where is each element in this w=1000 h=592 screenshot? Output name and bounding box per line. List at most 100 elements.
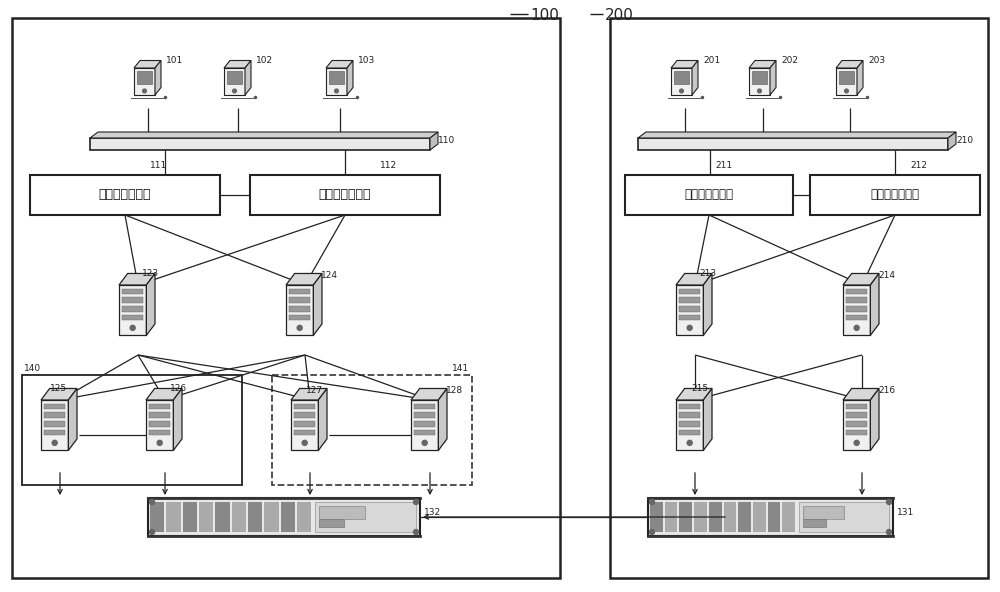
- Polygon shape: [692, 60, 698, 95]
- Circle shape: [650, 529, 654, 535]
- Polygon shape: [846, 297, 867, 303]
- Polygon shape: [146, 400, 173, 451]
- Polygon shape: [294, 430, 315, 435]
- Polygon shape: [679, 314, 700, 320]
- Text: 备用负载均衡器: 备用负载均衡器: [319, 188, 371, 201]
- Circle shape: [150, 529, 154, 535]
- Text: 131: 131: [897, 508, 914, 517]
- Polygon shape: [414, 404, 435, 409]
- Text: 111: 111: [150, 161, 167, 170]
- Polygon shape: [870, 388, 879, 451]
- Circle shape: [422, 440, 427, 445]
- Polygon shape: [846, 421, 867, 427]
- FancyBboxPatch shape: [30, 175, 220, 215]
- Polygon shape: [694, 502, 707, 532]
- FancyBboxPatch shape: [638, 138, 948, 150]
- Polygon shape: [232, 502, 246, 532]
- Circle shape: [687, 326, 692, 330]
- Polygon shape: [671, 68, 692, 95]
- Polygon shape: [703, 274, 712, 336]
- Polygon shape: [44, 430, 65, 435]
- Circle shape: [687, 440, 692, 445]
- Polygon shape: [326, 60, 353, 68]
- Polygon shape: [753, 502, 766, 532]
- FancyBboxPatch shape: [803, 519, 826, 526]
- Polygon shape: [846, 306, 867, 311]
- Text: 备用负载均衡器: 备用负载均衡器: [870, 188, 920, 201]
- Polygon shape: [948, 132, 956, 150]
- Polygon shape: [676, 400, 703, 451]
- Polygon shape: [227, 70, 242, 84]
- FancyBboxPatch shape: [625, 175, 793, 215]
- Polygon shape: [294, 421, 315, 427]
- FancyBboxPatch shape: [648, 498, 893, 536]
- FancyBboxPatch shape: [810, 175, 980, 215]
- Polygon shape: [318, 388, 327, 451]
- Text: 127: 127: [306, 386, 323, 395]
- Polygon shape: [68, 388, 77, 451]
- Circle shape: [680, 89, 683, 93]
- FancyBboxPatch shape: [610, 18, 988, 578]
- Polygon shape: [679, 289, 700, 294]
- Text: 112: 112: [380, 161, 397, 170]
- Polygon shape: [329, 70, 344, 84]
- Text: 212: 212: [910, 161, 927, 170]
- Polygon shape: [839, 70, 854, 84]
- Circle shape: [854, 326, 859, 330]
- FancyBboxPatch shape: [148, 498, 420, 536]
- Circle shape: [130, 326, 135, 330]
- Polygon shape: [289, 314, 310, 320]
- Polygon shape: [703, 388, 712, 451]
- Polygon shape: [41, 400, 68, 451]
- Text: 141: 141: [452, 364, 469, 373]
- Polygon shape: [846, 430, 867, 435]
- Text: 214: 214: [878, 271, 895, 280]
- FancyBboxPatch shape: [319, 506, 365, 519]
- Polygon shape: [326, 68, 347, 95]
- Polygon shape: [411, 388, 447, 400]
- Polygon shape: [857, 60, 863, 95]
- Text: 主用负载均衡器: 主用负载均衡器: [684, 188, 734, 201]
- Text: 101: 101: [166, 56, 183, 65]
- Polygon shape: [782, 502, 795, 532]
- Polygon shape: [215, 502, 230, 532]
- FancyBboxPatch shape: [315, 502, 416, 532]
- Polygon shape: [843, 274, 879, 285]
- Polygon shape: [679, 404, 700, 409]
- Polygon shape: [679, 421, 700, 427]
- Text: 202: 202: [781, 56, 798, 65]
- Polygon shape: [846, 404, 867, 409]
- Polygon shape: [846, 314, 867, 320]
- Text: 103: 103: [358, 56, 375, 65]
- Polygon shape: [665, 502, 677, 532]
- Circle shape: [887, 529, 892, 535]
- Polygon shape: [122, 314, 143, 320]
- Polygon shape: [671, 60, 698, 68]
- Text: 主用负载均衡器: 主用负载均衡器: [99, 188, 151, 201]
- Circle shape: [758, 89, 761, 93]
- Polygon shape: [224, 60, 251, 68]
- Polygon shape: [134, 60, 161, 68]
- Text: 125: 125: [50, 384, 67, 393]
- Polygon shape: [137, 70, 152, 84]
- FancyBboxPatch shape: [90, 138, 430, 150]
- FancyBboxPatch shape: [12, 18, 560, 578]
- Polygon shape: [173, 388, 182, 451]
- Polygon shape: [679, 306, 700, 311]
- Text: 128: 128: [446, 386, 463, 395]
- Polygon shape: [119, 274, 155, 285]
- Text: 132: 132: [424, 508, 441, 517]
- Circle shape: [845, 89, 848, 93]
- Circle shape: [335, 89, 338, 93]
- Polygon shape: [752, 70, 767, 84]
- FancyBboxPatch shape: [803, 506, 844, 519]
- Polygon shape: [224, 68, 245, 95]
- Circle shape: [414, 500, 418, 504]
- Polygon shape: [294, 404, 315, 409]
- Polygon shape: [149, 430, 170, 435]
- Polygon shape: [870, 274, 879, 336]
- Polygon shape: [297, 502, 311, 532]
- Polygon shape: [183, 502, 197, 532]
- Circle shape: [854, 440, 859, 445]
- Text: 210: 210: [956, 136, 973, 145]
